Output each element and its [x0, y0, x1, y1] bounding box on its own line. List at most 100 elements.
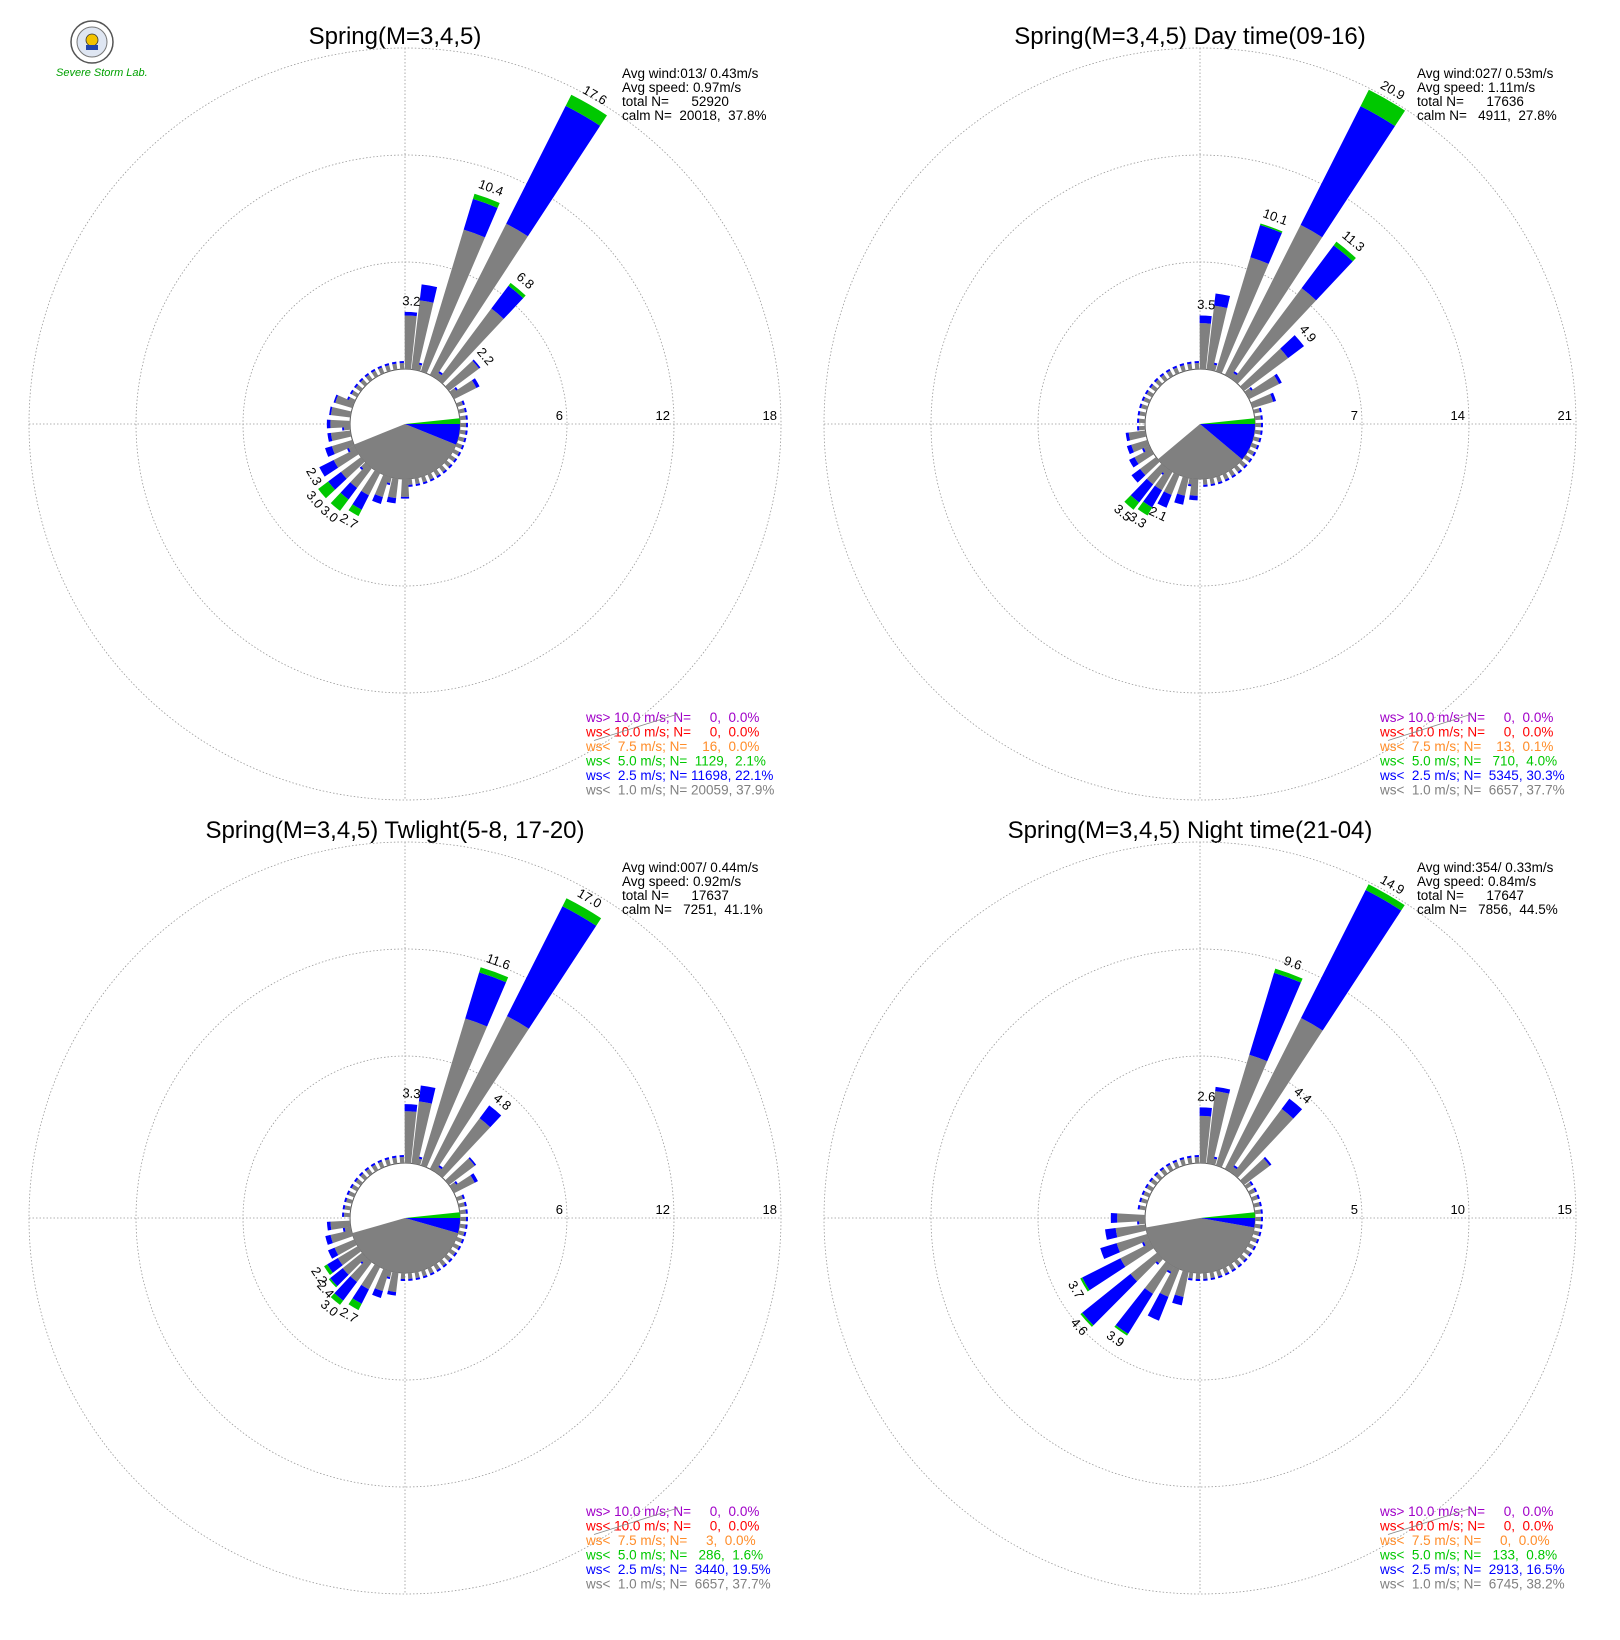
bar-segment-gray: [1117, 1213, 1146, 1223]
bar-segment-green: [1365, 884, 1405, 911]
direction-stub-tip: [391, 1155, 397, 1159]
direction-stub-tip: [442, 469, 448, 474]
direction-stub-tip: [1258, 1201, 1262, 1207]
direction-stub-tip: [399, 1155, 404, 1158]
direction-stub: [448, 454, 456, 462]
bar-segment-blue: [1157, 491, 1172, 508]
direction-stub-tip: [1224, 1271, 1230, 1276]
direction-stub: [348, 445, 356, 452]
direction-stub: [351, 1184, 359, 1192]
info-line: calm N= 7251, 41.1%: [622, 902, 763, 917]
direction-stub: [344, 1226, 352, 1232]
info-line: calm N= 7856, 44.5%: [1417, 902, 1558, 917]
direction-stub-tip: [1203, 484, 1208, 487]
legend-entry: ws> 10.0 m/s; N= 0, 0.0%: [585, 1504, 759, 1519]
info-line: Avg speed: 0.92m/s: [622, 874, 741, 889]
direction-stub: [455, 442, 463, 449]
direction-stub: [1247, 1242, 1255, 1250]
direction-stub-tip: [1139, 403, 1143, 409]
bar-segment-gray: [1240, 1158, 1270, 1186]
bar-segment-gray: [429, 1016, 529, 1172]
direction-stub-tip: [442, 1263, 448, 1268]
direction-stub-tip: [1144, 1183, 1149, 1189]
direction-stub-tip: [1231, 1267, 1237, 1273]
bar-segment-blue: [1172, 1294, 1184, 1306]
direction-stub-tip: [1194, 361, 1199, 364]
info-line: Avg speed: 0.97m/s: [622, 80, 741, 95]
direction-stub-tip: [1159, 373, 1165, 378]
direction-stub: [459, 415, 466, 421]
legend-entry: ws< 2.5 m/s; N= 2913, 16.5%: [1379, 1562, 1565, 1577]
direction-stub-tip: [461, 1194, 465, 1200]
bar-segment-gray: [387, 477, 399, 499]
legend-strike-line: [1387, 713, 1473, 741]
bar-segment-blue: [1199, 315, 1212, 324]
bar-segment-blue: [1281, 1098, 1303, 1119]
direction-stub: [378, 367, 385, 375]
direction-stub: [1173, 367, 1180, 375]
legend-strike-line: [593, 713, 679, 741]
direction-stub-tip: [465, 422, 469, 428]
bar-segment-gray: [1146, 463, 1167, 485]
direction-stub: [1139, 1205, 1147, 1211]
bar-segment-gray: [374, 474, 390, 498]
wind-rose-panel: Spring(M=3,4,5) Day time(09-16)7 14 2120.9…: [823, 23, 1577, 801]
direction-stub-tip: [358, 377, 364, 383]
bar-value-label: 2.6: [1197, 1089, 1216, 1105]
bar-segment-blue: [1300, 106, 1396, 238]
legend-strike-line: [1387, 1507, 1473, 1535]
calm-sector-blue: [405, 424, 460, 445]
direction-stub: [443, 460, 452, 468]
direction-stub: [400, 1272, 405, 1279]
direction-stub: [452, 1242, 460, 1250]
bar-segment-blue: [1130, 478, 1154, 503]
ring-tick-label: 15: [1558, 1202, 1572, 1217]
bar-segment-blue: [325, 446, 335, 457]
direction-stub-tip: [1172, 1159, 1178, 1164]
direction-stub-tip: [1217, 1274, 1223, 1279]
legend-entry: ws< 10.0 m/s; N= 0, 0.0%: [1379, 1519, 1553, 1534]
bar-segment-green: [318, 481, 336, 499]
direction-stub-tip: [377, 1159, 383, 1164]
direction-stub-tip: [1260, 1209, 1263, 1214]
logo-text: Severe Storm Lab.: [56, 67, 148, 79]
direction-stub: [455, 1236, 463, 1243]
direction-stub-tip: [391, 361, 397, 365]
direction-stub: [1195, 1272, 1200, 1279]
direction-stub: [1252, 436, 1260, 442]
direction-stub-tip: [342, 1212, 345, 1217]
bar-segment-gray: [429, 223, 528, 378]
ring-tick-label: 18: [763, 1202, 777, 1217]
direction-stub: [459, 1209, 466, 1215]
bar-segment-blue: [1199, 1107, 1212, 1117]
direction-stub-tip: [344, 1197, 348, 1203]
direction-stub: [1155, 1173, 1163, 1181]
direction-stub: [1243, 1248, 1251, 1256]
calm-sector-gray: [352, 1218, 458, 1273]
info-line: calm N= 20018, 37.8%: [622, 108, 766, 123]
direction-stub: [407, 1272, 413, 1279]
direction-stub-tip: [1248, 458, 1253, 463]
direction-stub-tip: [429, 1271, 435, 1276]
direction-stub: [1156, 1256, 1164, 1264]
bar-segment-blue: [1143, 485, 1163, 508]
info-line: calm N= 4911, 27.8%: [1417, 108, 1557, 123]
direction-stub-tip: [354, 1177, 359, 1183]
info-line: Avg speed: 1.11m/s: [1417, 80, 1535, 95]
bar-segment-gray: [1206, 1091, 1230, 1165]
direction-stub: [365, 374, 373, 382]
direction-stub: [1222, 1266, 1229, 1274]
direction-stub: [433, 1263, 440, 1271]
direction-stub-tip: [370, 1162, 376, 1167]
direction-stub: [399, 1157, 405, 1164]
legend-entry: ws< 5.0 m/s; N= 133, 0.8%: [1379, 1548, 1557, 1563]
direction-stub-tip: [1186, 1155, 1192, 1159]
direction-stub-tip: [377, 365, 383, 370]
bar-value-label: 3.3: [402, 1085, 421, 1101]
bar-segment-blue: [387, 1290, 397, 1296]
direction-stub-tip: [460, 444, 465, 450]
calm-sector-green: [405, 418, 460, 424]
direction-stub-tip: [436, 1267, 442, 1273]
direction-stub: [361, 462, 369, 470]
bar-segment-blue: [470, 1173, 478, 1183]
